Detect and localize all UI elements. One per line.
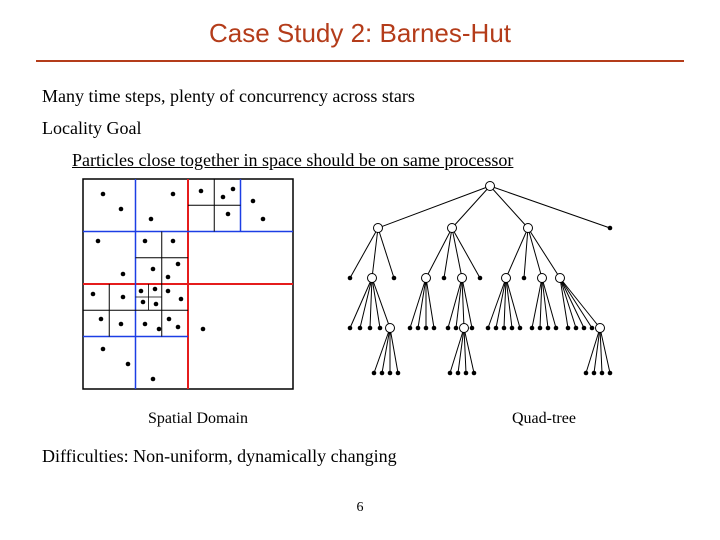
title-rule: [36, 60, 684, 62]
page-number: 6: [0, 500, 720, 516]
figures: [72, 178, 652, 398]
quad-tree-diagram: [330, 178, 650, 390]
quadtree-caption: Quad-tree: [512, 410, 576, 428]
bullet-4: Difficulties: Non-uniform, dynamically c…: [42, 446, 397, 467]
bullet-2: Locality Goal: [42, 118, 141, 139]
slide: Case Study 2: Barnes-Hut Many time steps…: [0, 0, 720, 540]
slide-title: Case Study 2: Barnes-Hut: [0, 18, 720, 49]
spatial-caption: Spatial Domain: [148, 410, 248, 428]
bullet-1: Many time steps, plenty of concurrency a…: [42, 86, 415, 107]
spatial-domain-diagram: [82, 178, 294, 390]
bullet-3: Particles close together in space should…: [72, 150, 513, 171]
